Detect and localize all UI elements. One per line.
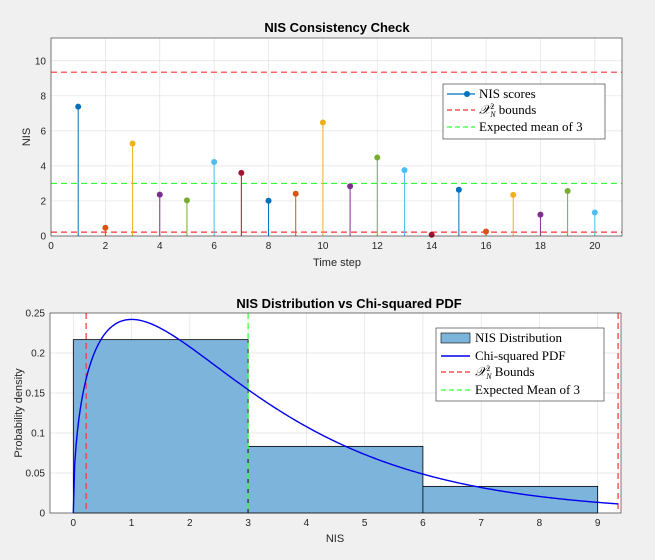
x-tick-label: 14 (426, 241, 438, 252)
stem-marker (428, 231, 435, 238)
y-tick-label: 8 (40, 91, 46, 102)
x-tick-label: 10 (317, 241, 329, 252)
x-tick-label: 8 (537, 518, 543, 529)
x-tick-label: 3 (245, 518, 251, 529)
legend-stem-marker (464, 91, 470, 97)
stem-marker (265, 197, 272, 204)
y-tick-label: 2 (40, 196, 46, 207)
plot-box (49, 312, 622, 514)
x-tick-label: 9 (595, 518, 601, 529)
y-ticks: 0 0.05 0.1 0.15 0.2 0.25 (26, 309, 46, 520)
reference-lines (85, 313, 619, 513)
stem-marker (564, 187, 571, 194)
y-tick-label: 0.2 (31, 349, 45, 360)
y-tick-label: 0 (39, 509, 45, 520)
chi-squared-pdf-curve (72, 318, 619, 514)
stem-marker (319, 119, 326, 126)
stem-marker (183, 197, 190, 204)
y-tick-label: 0.05 (26, 469, 46, 480)
x-axis-label: Time step (313, 257, 361, 269)
y-axis-label: Probability density (13, 368, 25, 458)
x-tick-label: 0 (71, 518, 77, 529)
legend-label-pdf: Chi-squared PDF (475, 348, 566, 363)
reference-lines (51, 71, 622, 233)
stem-chart: NIS Consistency Check 0 2 4 6 8 10 12 14 16 18 20 … (21, 20, 623, 269)
legend: NIS Distribution Chi-squared PDF 𝒳2 N Bou… (435, 327, 605, 402)
stem-marker (483, 228, 490, 235)
x-tick-label: 16 (480, 241, 492, 252)
legend-label-mean: Expected Mean of 3 (475, 382, 580, 397)
x-tick-label: 7 (478, 518, 484, 529)
y-tick-label: 0.1 (31, 429, 45, 440)
stem-marker (455, 186, 462, 193)
x-ticks: 0 2 4 6 8 10 12 14 16 18 20 (48, 241, 601, 252)
x-axis-label: NIS (326, 533, 344, 545)
legend-box (442, 83, 606, 140)
legend-label-nis: NIS scores (479, 86, 536, 101)
plot-box (50, 37, 623, 237)
x-tick-label: 20 (589, 241, 601, 252)
x-tick-label: 18 (535, 241, 547, 252)
y-axis-label: NIS (21, 128, 33, 146)
histogram-bars (72, 339, 599, 514)
legend-label-bounds: 𝒳2 N bounds (479, 102, 536, 119)
x-tick-label: 2 (187, 518, 193, 529)
y-ticks: 0 2 4 6 8 10 (35, 56, 47, 242)
stem-marker (347, 183, 354, 190)
stem-marker (129, 140, 136, 147)
y-tick-label: 10 (35, 56, 47, 67)
y-tick-label: 0.25 (26, 309, 46, 320)
x-tick-label: 2 (103, 241, 109, 252)
x-tick-label: 1 (129, 518, 135, 529)
stem-marker (292, 190, 299, 197)
legend-label-hist: NIS Distribution (475, 330, 563, 345)
stem-marker (156, 191, 163, 198)
y-tick-label: 4 (40, 161, 46, 172)
x-tick-label: 12 (372, 241, 384, 252)
stem-marker (374, 154, 381, 161)
chart-title: NIS Consistency Check (264, 20, 410, 35)
legend-hist-swatch (440, 332, 471, 344)
stem-marker (401, 167, 408, 174)
legend-label-bounds: 𝒳2 N Bounds (475, 364, 535, 381)
x-tick-label: 5 (362, 518, 368, 529)
histogram-bar (247, 445, 424, 514)
legend: NIS scores 𝒳2 N bounds Expected mean of 3 (442, 83, 606, 140)
stem-marker (75, 103, 82, 110)
histogram-chart: NIS Distribution vs Chi-squared PDF 0 1 2 3… (13, 296, 622, 545)
stem-marker (591, 209, 598, 216)
legend-label-mean: Expected mean of 3 (479, 119, 583, 134)
chart-title: NIS Distribution vs Chi-squared PDF (236, 296, 461, 311)
x-tick-label: 8 (266, 241, 272, 252)
stem-marker (537, 211, 544, 218)
x-tick-label: 6 (420, 518, 426, 529)
stem-marker (211, 159, 218, 166)
stem-marker (510, 191, 517, 198)
y-tick-label: 0 (40, 232, 46, 243)
histogram-bar (72, 339, 249, 514)
y-tick-label: 6 (40, 126, 46, 137)
stem-marker (238, 169, 245, 176)
x-tick-label: 6 (211, 241, 217, 252)
y-tick-label: 0.15 (26, 389, 46, 400)
x-tick-label: 4 (157, 241, 163, 252)
stem-marker (102, 224, 109, 231)
x-tick-label: 4 (304, 518, 310, 529)
x-tick-label: 0 (48, 241, 54, 252)
x-ticks: 0 1 2 3 4 5 6 7 8 9 (71, 518, 601, 529)
